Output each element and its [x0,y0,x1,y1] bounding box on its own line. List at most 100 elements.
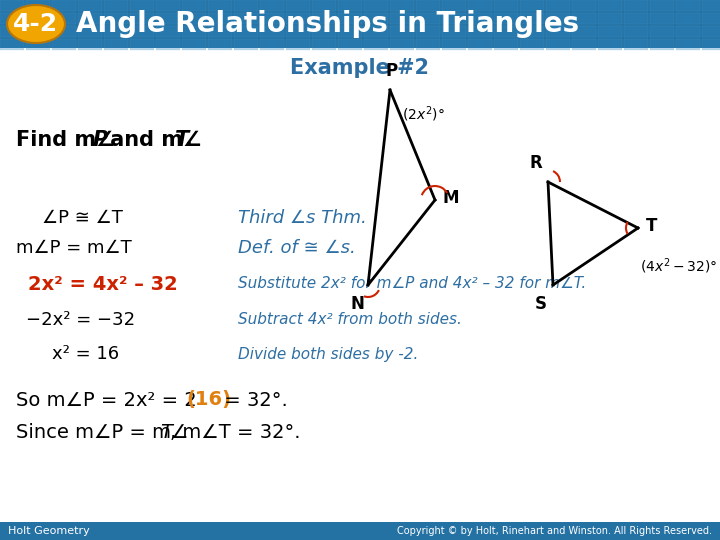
Bar [676,13,700,24]
Text: T: T [646,217,657,235]
Bar [0,522,720,540]
Bar [104,13,128,24]
Bar [156,39,180,50]
Text: (16): (16) [186,390,231,409]
Bar [416,13,440,24]
Bar [234,39,258,50]
Bar [572,0,596,11]
Bar [104,0,128,11]
Bar [442,13,466,24]
Bar [702,26,720,37]
Bar [624,13,648,24]
Bar [52,26,76,37]
Text: Since m∠P = m∠: Since m∠P = m∠ [16,422,189,442]
Bar [364,0,388,11]
Bar [260,26,284,37]
Bar [286,0,310,11]
Text: Angle Relationships in Triangles: Angle Relationships in Triangles [76,10,579,38]
Text: −2x² = −32: −2x² = −32 [26,311,135,329]
Bar [390,26,414,37]
Text: Example #2: Example #2 [290,58,430,78]
Bar [468,26,492,37]
Bar [702,0,720,11]
Bar [260,39,284,50]
Bar [390,13,414,24]
Text: P: P [386,62,398,80]
Bar [26,0,50,11]
Bar [468,0,492,11]
Bar [78,13,102,24]
Bar [312,39,336,50]
Bar [416,26,440,37]
Bar [286,13,310,24]
Bar [130,13,154,24]
Bar [572,13,596,24]
Text: x² = 16: x² = 16 [52,345,119,363]
Bar [182,13,206,24]
Bar [676,26,700,37]
Bar [234,0,258,11]
Bar [78,0,102,11]
Text: 2x² = 4x² – 32: 2x² = 4x² – 32 [28,274,178,294]
Bar [416,39,440,50]
Bar [624,39,648,50]
Text: , m∠T = 32°.: , m∠T = 32°. [170,422,300,442]
Bar [182,39,206,50]
Bar [78,39,102,50]
Bar [572,39,596,50]
Bar [520,26,544,37]
Bar [208,26,232,37]
Bar [676,39,700,50]
Bar [104,39,128,50]
Bar [650,13,674,24]
Bar [52,13,76,24]
Bar [520,13,544,24]
Bar [208,0,232,11]
Bar [598,26,622,37]
Bar [234,13,258,24]
Text: Def. of ≅ ∠s.: Def. of ≅ ∠s. [238,239,356,257]
Bar [26,39,50,50]
Text: .: . [185,130,193,150]
Bar [286,39,310,50]
Bar [598,39,622,50]
Bar [208,39,232,50]
Bar [546,13,570,24]
Bar [52,0,76,11]
Text: Third ∠s Thm.: Third ∠s Thm. [238,209,366,227]
Bar [442,39,466,50]
Bar [364,39,388,50]
Text: M: M [443,189,459,207]
Text: and m∠: and m∠ [103,130,202,150]
Text: 4-2: 4-2 [14,12,58,36]
Bar [702,39,720,50]
Text: m∠P = m∠T: m∠P = m∠T [16,239,132,257]
Bar [546,0,570,11]
Bar [182,26,206,37]
Text: Copyright © by Holt, Rinehart and Winston. All Rights Reserved.: Copyright © by Holt, Rinehart and Winsto… [397,526,712,536]
Text: ∠P ≅ ∠T: ∠P ≅ ∠T [42,209,123,227]
Text: $(2x^2)°$: $(2x^2)°$ [402,104,445,124]
Bar [650,0,674,11]
Bar [260,13,284,24]
Bar [390,0,414,11]
Bar [0,0,720,48]
Bar [416,0,440,11]
Bar [546,39,570,50]
Bar [338,39,362,50]
Text: S: S [535,295,547,313]
Bar [598,0,622,11]
Bar [78,26,102,37]
Bar [130,26,154,37]
Bar [624,0,648,11]
Bar [260,0,284,11]
Bar [104,26,128,37]
Bar [390,39,414,50]
Bar [156,13,180,24]
Bar [26,26,50,37]
Text: Substitute 2x² for m∠P and 4x² – 32 for m∠T.: Substitute 2x² for m∠P and 4x² – 32 for … [238,276,586,292]
Text: So m∠P = 2x² = 2: So m∠P = 2x² = 2 [16,390,197,409]
Bar [52,39,76,50]
Ellipse shape [7,5,65,43]
Bar [494,39,518,50]
